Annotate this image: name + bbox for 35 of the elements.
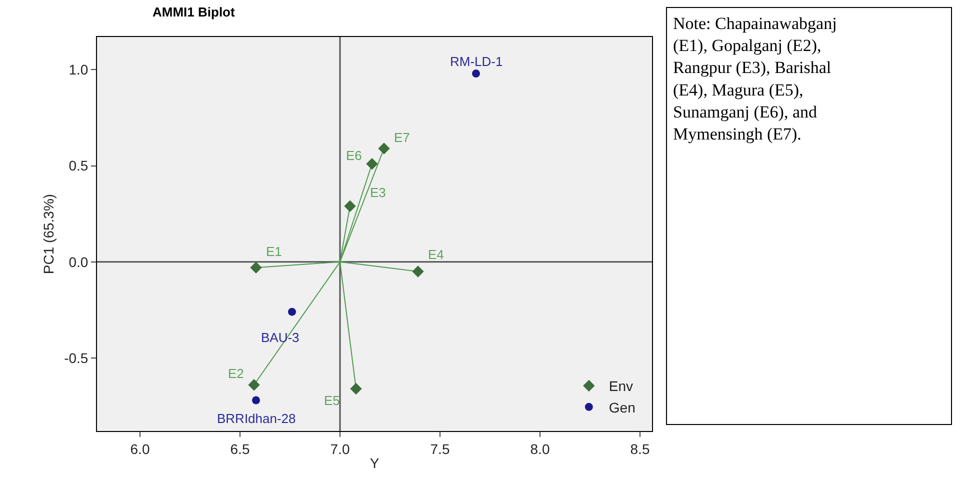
point (288, 308, 296, 316)
text: Note: Chapainawabganj (E1), Gopalganj (E2), Rangpur (E3), Barishal (E4), Magura (E5), Sunamganj (E6), and Mymensingh (E7). (673, 14, 837, 144)
y-axis-title: PC1 (65.3%) (40, 194, 57, 274)
y-tick-label: 0.5 (68, 158, 88, 174)
x-tick-label: 6.0 (130, 440, 150, 457)
x-tick-label: 8.0 (530, 440, 550, 457)
point (252, 396, 260, 404)
point (250, 262, 262, 274)
point (472, 70, 480, 78)
x-tick-label: 6.5 (230, 440, 250, 457)
legend-label: Env (608, 378, 634, 394)
y-tick-label: 1.0 (68, 62, 88, 78)
point (350, 382, 362, 395)
annotation: E6 (346, 148, 362, 163)
legend-label: Gen (608, 399, 636, 416)
x-tick-label: 8.5 (630, 440, 650, 457)
y-tick-label: 0.0 (68, 254, 88, 270)
annotation: RM-LD-1 (450, 54, 503, 69)
point (366, 158, 378, 170)
point (412, 266, 424, 278)
annotation: E7 (394, 130, 410, 145)
x-tick-label: 7.5 (430, 440, 450, 457)
annotation: E3 (370, 185, 386, 200)
chart-title: AMMI1 Biplot (152, 4, 236, 20)
point (344, 200, 356, 212)
annotation: E5 (324, 393, 340, 408)
annotation: E1 (266, 244, 282, 259)
x-axis-title: Y (370, 455, 380, 472)
y-tick-label: -0.5 (64, 350, 88, 366)
point (378, 142, 390, 154)
x-tick-label: 7.0 (330, 440, 350, 457)
annotation: E2 (228, 366, 244, 381)
annotation: BRRIdhan-28 (217, 411, 296, 426)
annotation: E4 (428, 247, 444, 262)
point (248, 379, 260, 391)
